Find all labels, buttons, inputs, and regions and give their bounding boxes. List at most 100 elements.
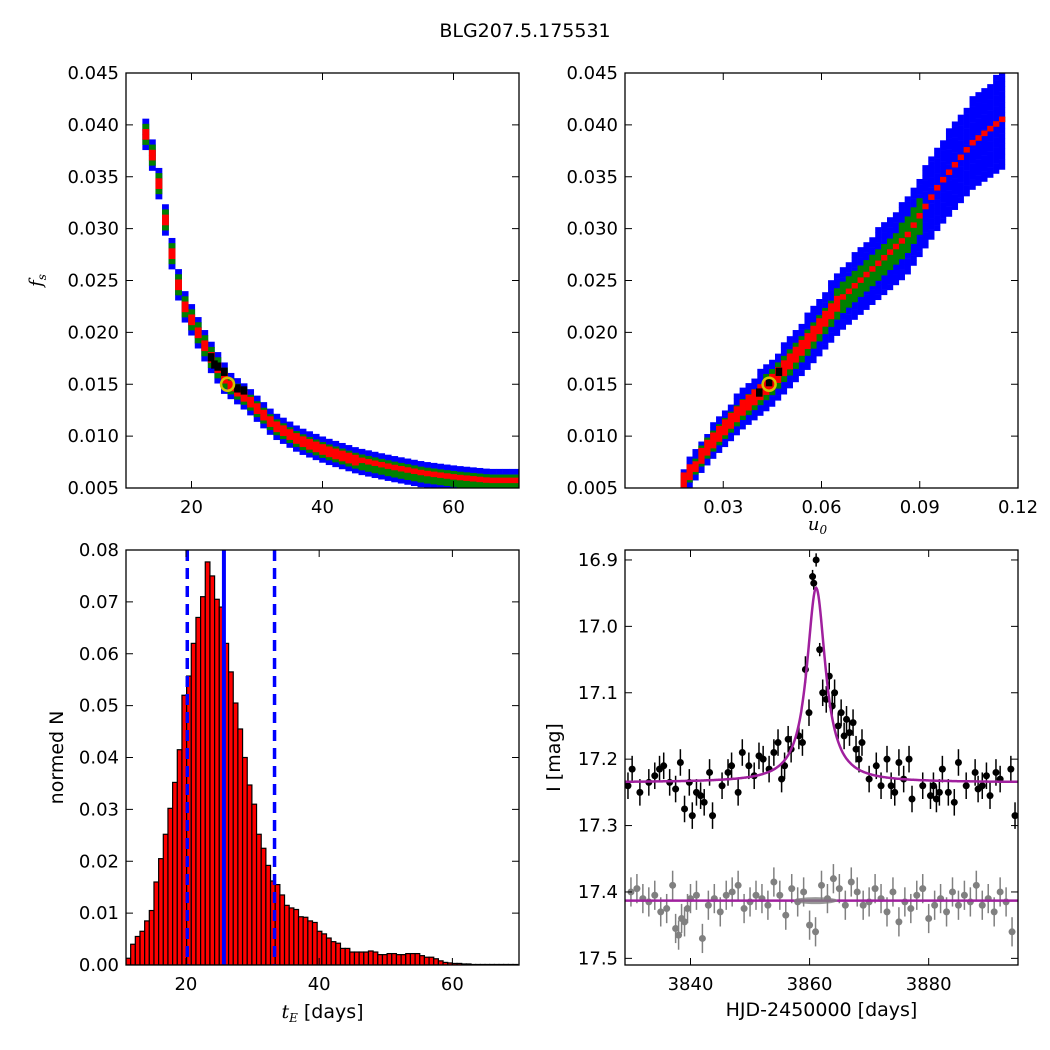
posterior-cell [727, 404, 735, 411]
posterior-cell [273, 426, 281, 433]
posterior-cell [999, 73, 1006, 77]
posterior-cell [975, 144, 982, 150]
posterior-cell [325, 438, 333, 445]
data-point [636, 788, 644, 796]
y-axis-label: fs [26, 274, 49, 289]
posterior-cell [881, 289, 888, 296]
posterior-cell [898, 202, 905, 208]
posterior-cell [733, 411, 740, 418]
posterior-cell [155, 193, 163, 200]
posterior-cell [993, 95, 1000, 102]
posterior-cell [234, 390, 241, 397]
data-point [895, 758, 903, 766]
posterior-cell [928, 187, 935, 194]
data-point [672, 785, 680, 793]
y-tick-label: 0.040 [67, 115, 119, 136]
y-tick-label: 17.0 [578, 616, 618, 637]
posterior-cell [763, 373, 770, 380]
posterior-cell [681, 490, 687, 495]
residual-point [663, 905, 671, 913]
posterior-cell [816, 309, 823, 315]
posterior-cell [828, 303, 835, 309]
posterior-cell [875, 237, 882, 243]
posterior-cell [892, 269, 900, 275]
posterior-cell [332, 440, 340, 447]
data-point [805, 709, 813, 717]
posterior-cell [969, 184, 976, 190]
posterior-cell [892, 274, 900, 281]
posterior-cell [483, 489, 490, 494]
posterior-cell [975, 112, 982, 119]
data-point [840, 732, 848, 740]
y-tick-label: 0.040 [566, 115, 618, 136]
x-tick-label: 60 [442, 497, 465, 518]
posterior-cell [384, 460, 392, 466]
y-tick-label: 0.05 [79, 696, 119, 717]
posterior-cell [875, 270, 882, 276]
posterior-cell [928, 197, 935, 204]
posterior-cell [851, 291, 858, 298]
posterior-cell [881, 237, 888, 244]
data-point [681, 805, 689, 813]
posterior-cell [201, 340, 209, 346]
posterior-cell [745, 399, 752, 406]
posterior-cell [745, 409, 752, 416]
posterior-cell [293, 441, 300, 447]
posterior-cell [999, 107, 1006, 113]
posterior-cell [928, 203, 935, 209]
posterior-cell [804, 350, 811, 356]
x-tick-label: 40 [311, 497, 334, 518]
posterior-cell [887, 227, 894, 234]
posterior-cell [780, 370, 788, 377]
posterior-cell [763, 364, 770, 370]
residual-point [633, 885, 641, 893]
posterior-cell [792, 335, 799, 341]
posterior-cell [240, 399, 248, 405]
posterior-cell [456, 471, 464, 478]
data-point [778, 775, 786, 783]
posterior-cell [463, 472, 471, 478]
posterior-cell [999, 148, 1006, 155]
posterior-cell [881, 264, 888, 271]
posterior-cell [482, 468, 490, 475]
posterior-cell [875, 227, 882, 233]
histogram-bar [358, 951, 365, 965]
histogram-bar [307, 920, 314, 965]
posterior-cell [515, 477, 519, 484]
histogram-bar [200, 596, 206, 965]
histogram-bar [279, 894, 286, 965]
histogram-bar [339, 947, 346, 965]
posterior-cell [963, 107, 970, 114]
posterior-cell [686, 482, 693, 488]
posterior-cell [904, 268, 911, 275]
posterior-cell [869, 275, 876, 281]
posterior-cell [450, 474, 458, 480]
posterior-cell [142, 139, 150, 145]
posterior-cell [940, 150, 947, 157]
data-point [738, 749, 746, 757]
posterior-cell [869, 283, 876, 290]
posterior-cell [727, 423, 735, 429]
posterior-cell [810, 343, 817, 349]
data-point [810, 579, 818, 587]
posterior-cell [345, 445, 353, 451]
posterior-cell [981, 130, 988, 137]
data-point [926, 792, 934, 800]
data-point [935, 788, 943, 796]
posterior-cell [804, 312, 811, 319]
posterior-cell [443, 480, 451, 487]
posterior-cell [822, 321, 829, 327]
posterior-cell [332, 461, 340, 468]
posterior-cell [898, 207, 905, 213]
posterior-cell [904, 216, 911, 222]
histogram-bar [158, 858, 164, 965]
posterior-cell [358, 454, 366, 460]
posterior-cell [993, 131, 1000, 138]
posterior-cell [194, 332, 202, 339]
posterior-cell [686, 469, 693, 475]
posterior-cell [940, 171, 947, 177]
posterior-cell [312, 441, 320, 448]
posterior-cell [716, 436, 723, 442]
posterior-cell [247, 402, 255, 408]
posterior-cell [469, 483, 477, 488]
